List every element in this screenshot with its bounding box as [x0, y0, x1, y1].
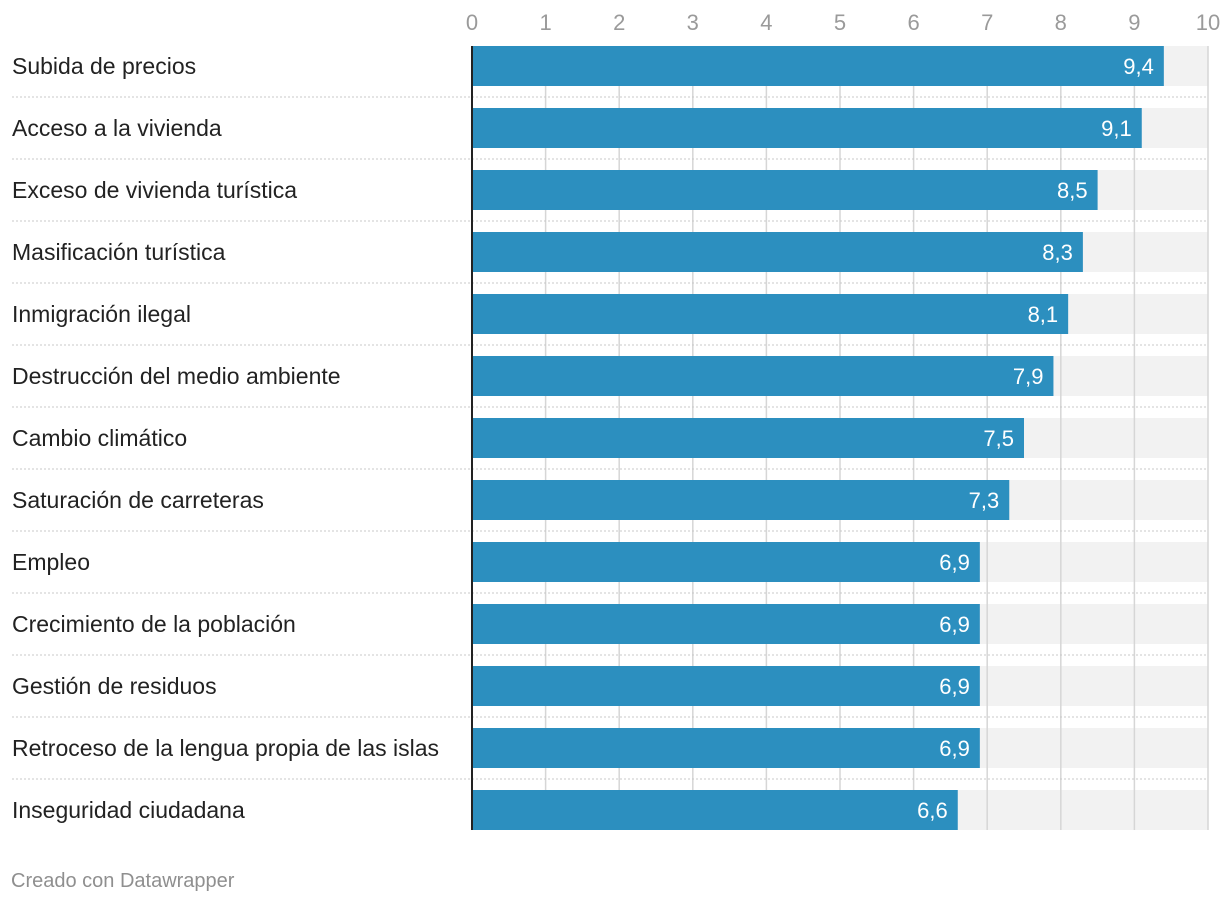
bar-8 — [472, 542, 980, 582]
tick-label-5: 5 — [834, 10, 846, 35]
category-label-2: Exceso de vivienda turística — [12, 177, 297, 203]
tick-label-9: 9 — [1128, 10, 1140, 35]
category-label-0: Subida de precios — [12, 53, 196, 79]
value-label-7: 7,3 — [969, 488, 1000, 513]
value-label-4: 8,1 — [1028, 302, 1059, 327]
value-label-9: 6,9 — [939, 612, 970, 637]
row-separators — [12, 96, 1208, 780]
bar-6 — [472, 418, 1024, 458]
value-label-0: 9,4 — [1123, 54, 1154, 79]
tick-label-8: 8 — [1055, 10, 1067, 35]
category-label-4: Inmigración ilegal — [12, 301, 191, 327]
tick-label-2: 2 — [613, 10, 625, 35]
tick-label-7: 7 — [981, 10, 993, 35]
value-label-6: 7,5 — [983, 426, 1014, 451]
bar-11 — [472, 728, 980, 768]
category-label-8: Empleo — [12, 549, 90, 575]
category-label-10: Gestión de residuos — [12, 673, 217, 699]
value-label-5: 7,9 — [1013, 364, 1044, 389]
bar-5 — [472, 356, 1054, 396]
bar-0 — [472, 46, 1164, 86]
labels: 0 1 2 3 4 5 6 7 8 9 10 Subida de precios Acceso a la… — [12, 10, 1220, 823]
value-label-2: 8,5 — [1057, 178, 1088, 203]
category-label-7: Saturación de carreteras — [12, 487, 264, 513]
category-label-3: Masificación turística — [12, 239, 226, 265]
bar-10 — [472, 666, 980, 706]
chart-svg: 0 1 2 3 4 5 6 7 8 9 10 Subida de precios Acceso a la… — [12, 10, 1220, 830]
bar-12 — [472, 790, 958, 830]
category-label-5: Destrucción del medio ambiente — [12, 363, 341, 389]
category-label-12: Inseguridad ciudadana — [12, 797, 245, 823]
bar-2 — [472, 170, 1098, 210]
bar-9 — [472, 604, 980, 644]
tick-label-0: 0 — [466, 10, 478, 35]
category-label-1: Acceso a la vivienda — [12, 115, 222, 141]
tick-label-6: 6 — [907, 10, 919, 35]
value-label-3: 8,3 — [1042, 240, 1073, 265]
tick-label-4: 4 — [760, 10, 772, 35]
value-label-10: 6,9 — [939, 674, 970, 699]
bar-3 — [472, 232, 1083, 272]
value-label-8: 6,9 — [939, 550, 970, 575]
bars — [472, 46, 1164, 830]
value-label-11: 6,9 — [939, 736, 970, 761]
tick-label-3: 3 — [687, 10, 699, 35]
bar-7 — [472, 480, 1010, 520]
category-label-9: Crecimiento de la población — [12, 611, 296, 637]
category-label-11: Retroceso de la lengua propia de las isl… — [12, 735, 439, 761]
tick-label-10: 10 — [1196, 10, 1220, 35]
bar-1 — [472, 108, 1142, 148]
tick-label-1: 1 — [539, 10, 551, 35]
value-label-12: 6,6 — [917, 798, 948, 823]
footer-credit: Creado con Datawrapper — [11, 870, 235, 892]
value-label-1: 9,1 — [1101, 116, 1132, 141]
bar-4 — [472, 294, 1069, 334]
category-label-6: Cambio climático — [12, 425, 187, 451]
